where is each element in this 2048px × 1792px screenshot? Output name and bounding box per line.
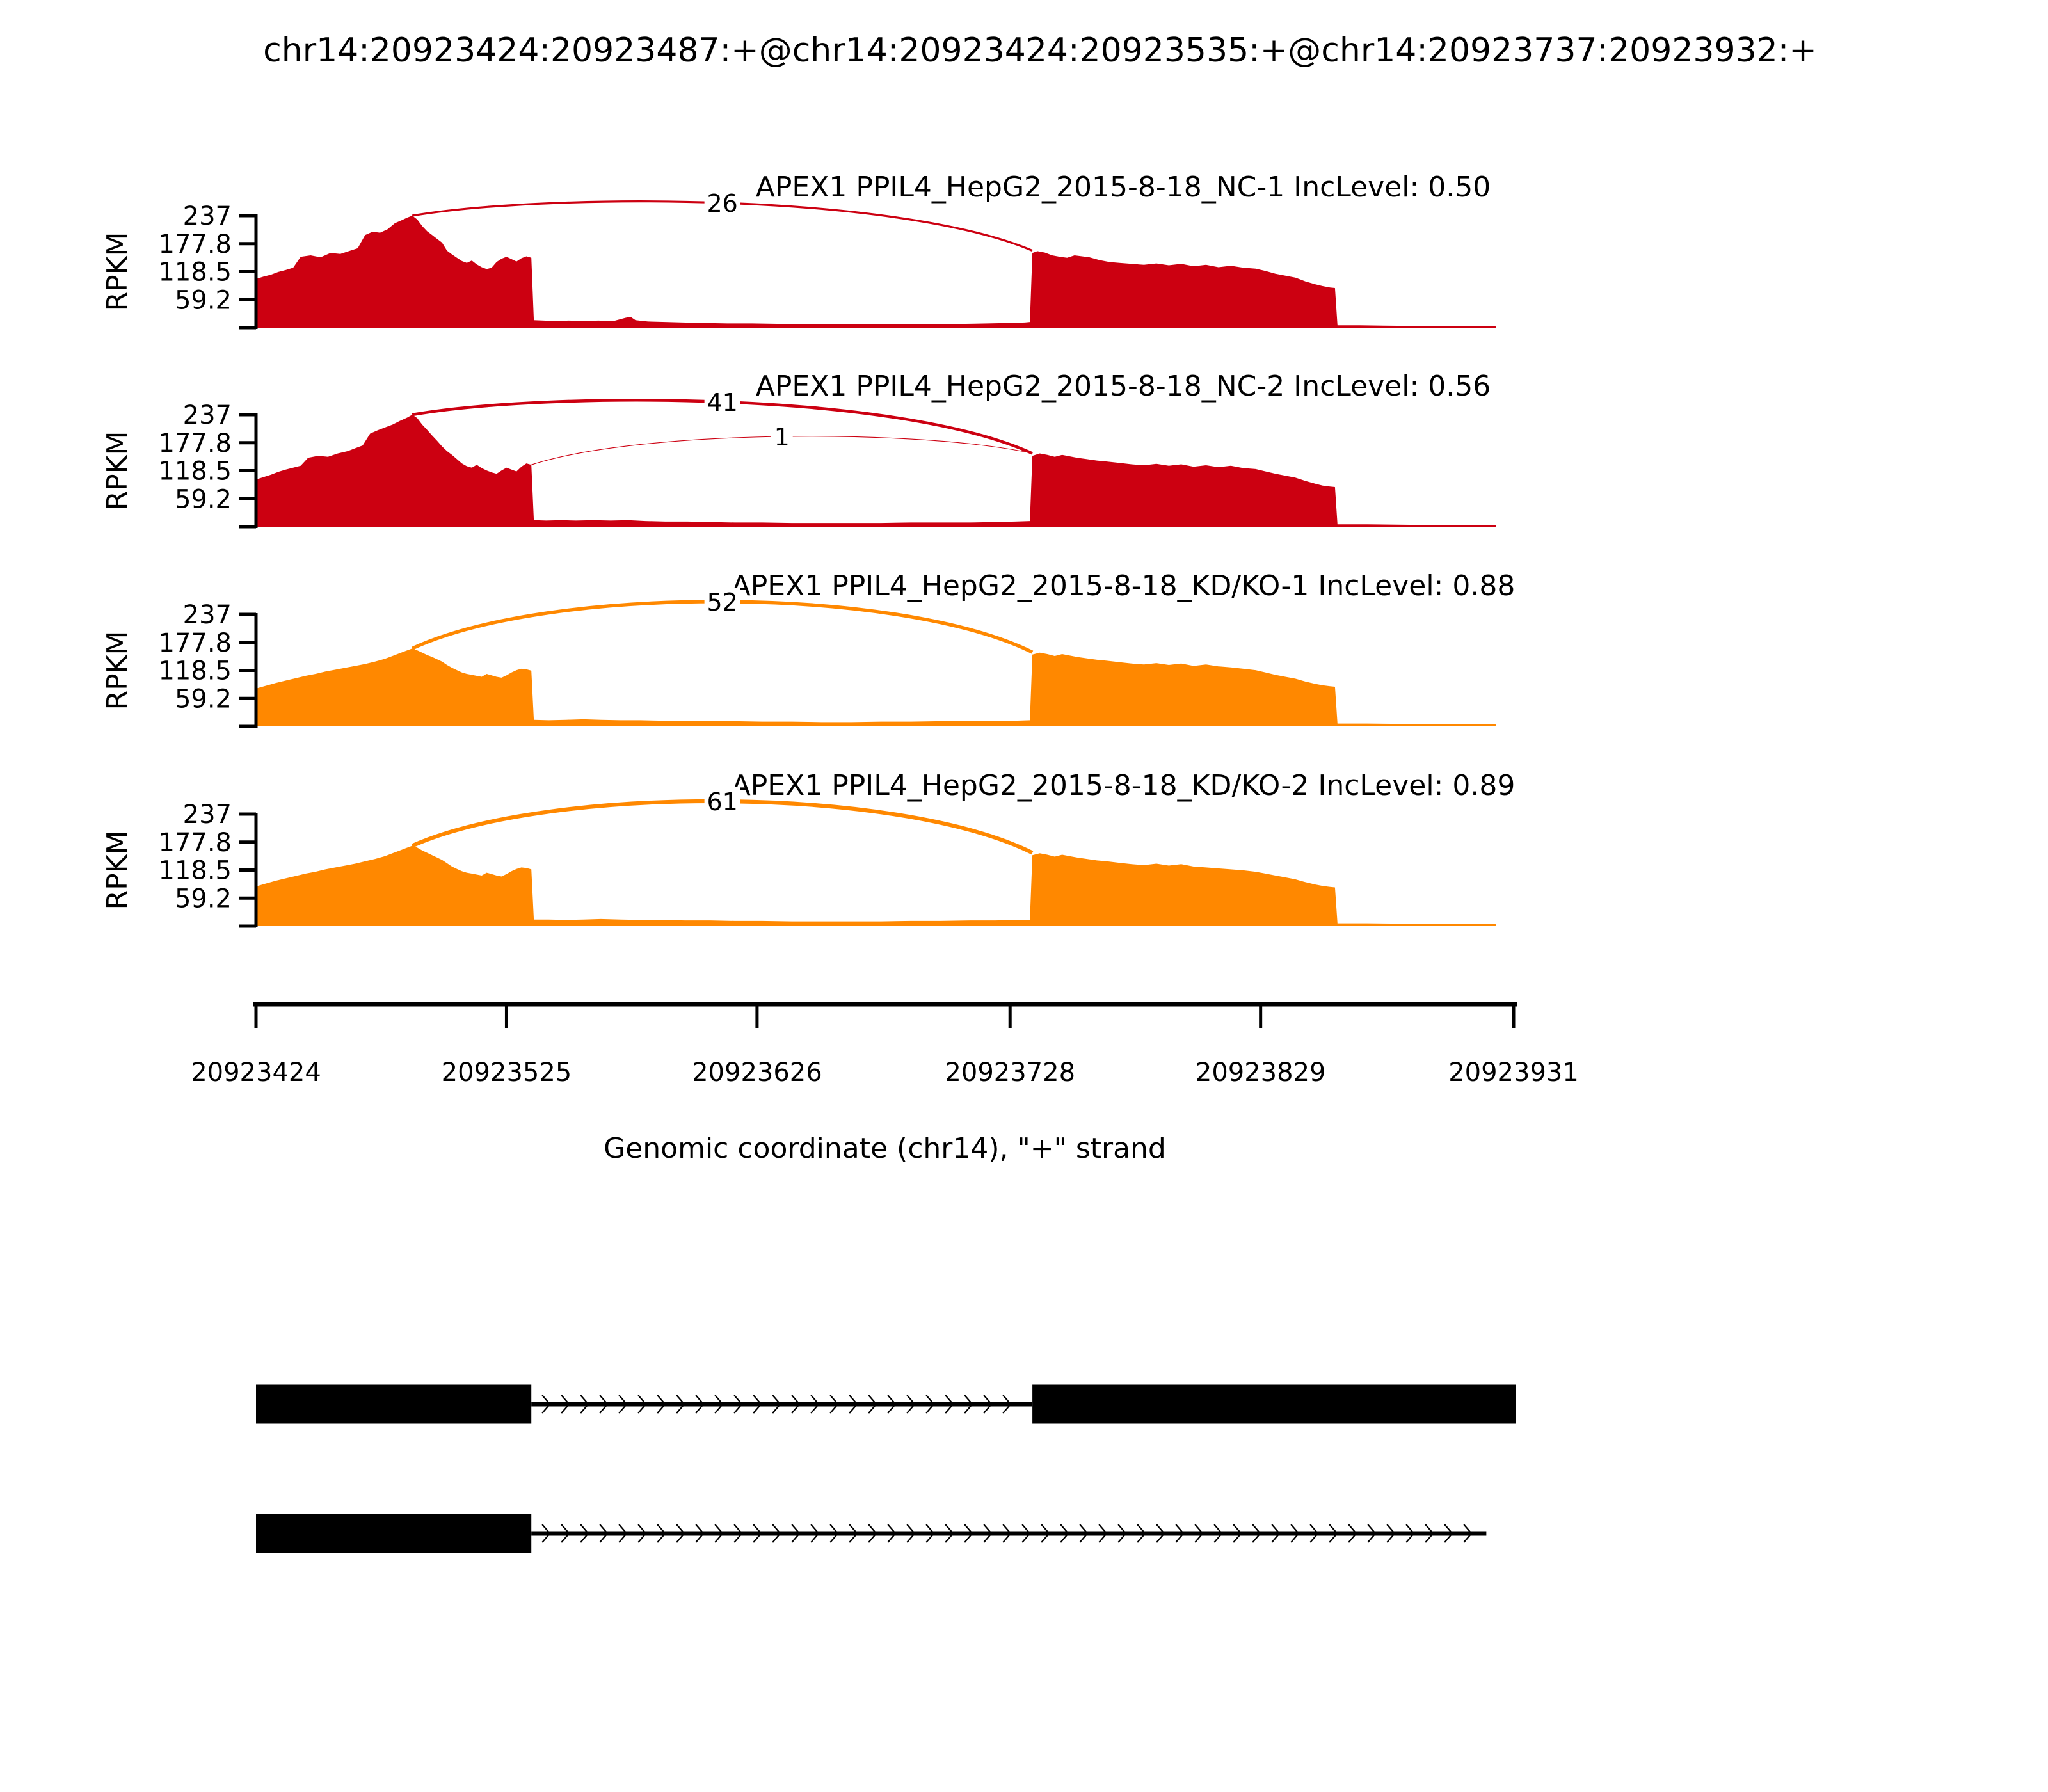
y-tick-label: 59.2: [175, 484, 232, 514]
y-tick-label: 59.2: [175, 684, 232, 714]
x-axis: 20923424 20923525 20923626 20923728 20923829…: [191, 1002, 1579, 1165]
track-title: APEX1 PPIL4_HepG2_2015-8-18_NC-1 IncLeve…: [756, 171, 1491, 204]
junction-count-gap: [704, 189, 740, 217]
coverage-area: [256, 415, 1496, 527]
junction-count: 26: [707, 189, 737, 218]
y-axis-title: RPKM: [101, 831, 134, 910]
y-tick-label: 59.2: [175, 884, 232, 913]
y-tick-label: 237: [183, 202, 232, 231]
junction-count-gap: [704, 787, 740, 815]
strand-direction-chevrons: [541, 1524, 1473, 1543]
junction-count-gap: [704, 388, 740, 416]
y-tick-label: 237: [183, 600, 232, 630]
y-tick-label: 118.5: [158, 457, 232, 486]
coverage-area: [256, 216, 1496, 328]
x-tick-label: 20923931: [1448, 1058, 1579, 1087]
track-title: APEX1 PPIL4_HepG2_2015-8-18_NC-2 IncLeve…: [756, 370, 1491, 403]
x-tick-label: 20923525: [442, 1058, 572, 1087]
track-title: APEX1 PPIL4_HepG2_2015-8-18_KD/KO-2 IncL…: [732, 769, 1516, 802]
coverage-area: [256, 845, 1496, 926]
y-tick-label: 177.8: [158, 429, 232, 458]
junction-count: 41: [707, 388, 737, 417]
x-tick-label: 20923728: [945, 1058, 1075, 1087]
y-tick-label: 59.2: [175, 285, 232, 315]
junction-count-gap: [771, 422, 793, 451]
coverage-area: [256, 648, 1496, 726]
x-tick-label: 20923626: [692, 1058, 822, 1087]
isoform-1: [256, 1384, 1516, 1424]
y-tick-label: 118.5: [158, 258, 232, 287]
exon-box: [256, 1384, 532, 1424]
y-tick-label: 118.5: [158, 856, 232, 886]
y-axis-title: RPKM: [101, 631, 134, 710]
junction-count: 52: [707, 588, 737, 616]
y-axis-title: RPKM: [101, 232, 134, 312]
isoform-2: [256, 1514, 1487, 1553]
junction-count: 61: [707, 788, 737, 816]
y-tick-label: 237: [183, 800, 232, 829]
junction-count: 1: [774, 423, 790, 451]
track-title: APEX1 PPIL4_HepG2_2015-8-18_KD/KO-1 IncL…: [732, 570, 1516, 602]
y-tick-label: 237: [183, 401, 232, 430]
y-axis-title: RPKM: [101, 431, 134, 511]
y-tick-label: 177.8: [158, 628, 232, 658]
x-tick-label: 20923424: [191, 1058, 321, 1087]
junction-count-gap: [704, 588, 740, 616]
strand-direction-chevrons: [541, 1395, 1012, 1414]
y-tick-label: 118.5: [158, 657, 232, 686]
exon-box: [1032, 1384, 1516, 1424]
figure-title: chr14:20923424:20923487:+@chr14:20923424…: [263, 31, 1817, 70]
x-tick-label: 20923829: [1196, 1058, 1326, 1087]
x-axis-title: Genomic coordinate (chr14), "+" strand: [604, 1132, 1166, 1165]
y-tick-label: 177.8: [158, 828, 232, 858]
exon-box: [256, 1514, 532, 1553]
y-tick-label: 177.8: [158, 230, 232, 259]
